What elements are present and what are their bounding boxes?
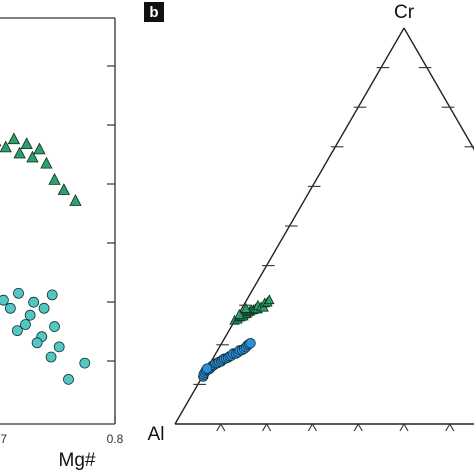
- vertex-label-al: Al: [148, 424, 165, 445]
- panel-b-point-triangle-19: [240, 302, 252, 313]
- panel-a-scatter: 0.7 0.8 Mg#: [0, 17, 124, 471]
- ternary-bottom-tick-4: [353, 422, 363, 432]
- panel-a-point-circle-3: [0, 294, 9, 306]
- ternary-right-edge: [403, 27, 474, 151]
- panel-a-point-triangle-17: [40, 156, 53, 169]
- panel-b-letter: b: [149, 4, 158, 21]
- panel-a-point-triangle-20: [69, 194, 82, 206]
- panel-a-points: [0, 132, 91, 385]
- panel-a-point-circle-11: [20, 319, 31, 330]
- panel-a-point-circle-4: [13, 287, 24, 299]
- panel-a-x-tick-label-1: 0.8: [107, 432, 124, 446]
- panel-a-point-circle-17: [31, 337, 43, 349]
- panel-a-point-triangle-11: [0, 140, 12, 153]
- ternary-ticks: [193, 67, 474, 432]
- panel-b-letter-box: [144, 2, 164, 22]
- ternary-bottom-tick-1: [216, 422, 226, 432]
- panel-a-point-circle-6: [46, 289, 58, 301]
- panel-b-point-circle-29: [245, 338, 256, 349]
- panel-b-point-circle-30: [201, 363, 213, 374]
- panel-a-point-triangle-15: [26, 150, 39, 163]
- panel-b-ternary: b Cr Al: [144, 2, 474, 445]
- panel-a-point-circle-18: [11, 325, 23, 337]
- panel-b-points: [198, 294, 275, 382]
- panel-a-point-circle-7: [4, 302, 16, 314]
- panel-a-right-ticks: [107, 65, 115, 362]
- panel-a-point-triangle-16: [33, 142, 46, 155]
- panel-a-point-circle-16: [63, 373, 74, 385]
- panel-a-x-tick-label-0: 0.7: [0, 432, 7, 446]
- panel-a-x-ticks: 0.7 0.8: [0, 416, 124, 446]
- panel-a-point-triangle-10: [0, 143, 2, 147]
- vertex-label-cr: Cr: [394, 2, 415, 23]
- ternary-bottom-tick-5: [399, 422, 409, 432]
- panel-a-point-circle-15: [79, 357, 91, 369]
- panel-b-point-triangle-20: [234, 308, 245, 319]
- panel-a-point-triangle-13: [13, 146, 26, 159]
- ternary-bottom-tick-2: [262, 422, 272, 432]
- panel-a-point-circle-10: [49, 321, 60, 332]
- panel-a-point-triangle-18: [48, 173, 61, 185]
- panel-a-x-axis-label: Mg#: [59, 450, 96, 471]
- panel-a-point-triangle-12: [7, 132, 21, 145]
- panel-a-point-circle-14: [45, 351, 57, 363]
- ternary-bottom-tick-3: [307, 422, 317, 432]
- panel-a-point-circle-8: [24, 309, 36, 321]
- panel-b-point-triangle-18: [264, 294, 275, 305]
- panel-a-point-circle-13: [53, 341, 65, 353]
- panel-a-point-circle-5: [28, 296, 40, 308]
- panel-a-point-circle-9: [38, 302, 50, 314]
- ternary-bottom-tick-6: [445, 422, 455, 432]
- panel-a-point-triangle-19: [57, 183, 71, 195]
- panel-a-point-triangle-14: [20, 137, 33, 150]
